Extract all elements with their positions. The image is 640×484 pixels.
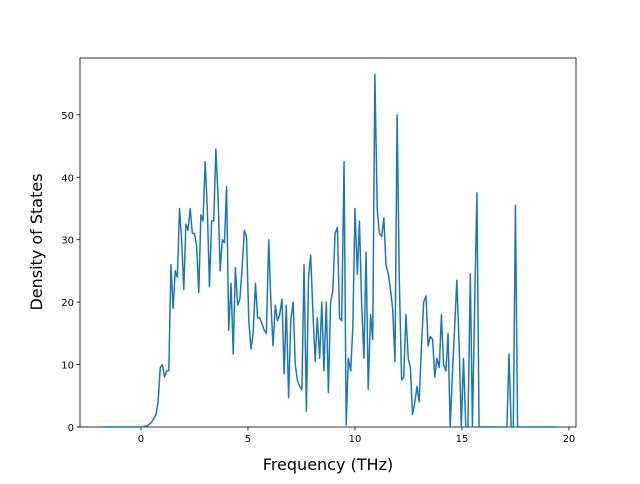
y-axis-label: Density of States — [27, 173, 46, 310]
line-series — [102, 73, 557, 428]
x-tick-label: 20 — [563, 434, 576, 445]
x-tick-label: 10 — [349, 434, 362, 445]
y-tick-label: 40 — [61, 173, 74, 184]
plot-frame — [79, 57, 577, 428]
y-tick-label: 30 — [61, 236, 74, 247]
x-tick-label: 15 — [456, 434, 469, 445]
y-tick-label: 0 — [68, 423, 74, 434]
x-tick-label: 0 — [138, 434, 144, 445]
y-tick-label: 10 — [61, 361, 74, 372]
y-tick-label: 20 — [61, 298, 74, 309]
x-axis-label: Frequency (THz) — [263, 455, 393, 474]
y-tick-label: 50 — [61, 111, 74, 122]
x-tick-label: 5 — [245, 434, 251, 445]
